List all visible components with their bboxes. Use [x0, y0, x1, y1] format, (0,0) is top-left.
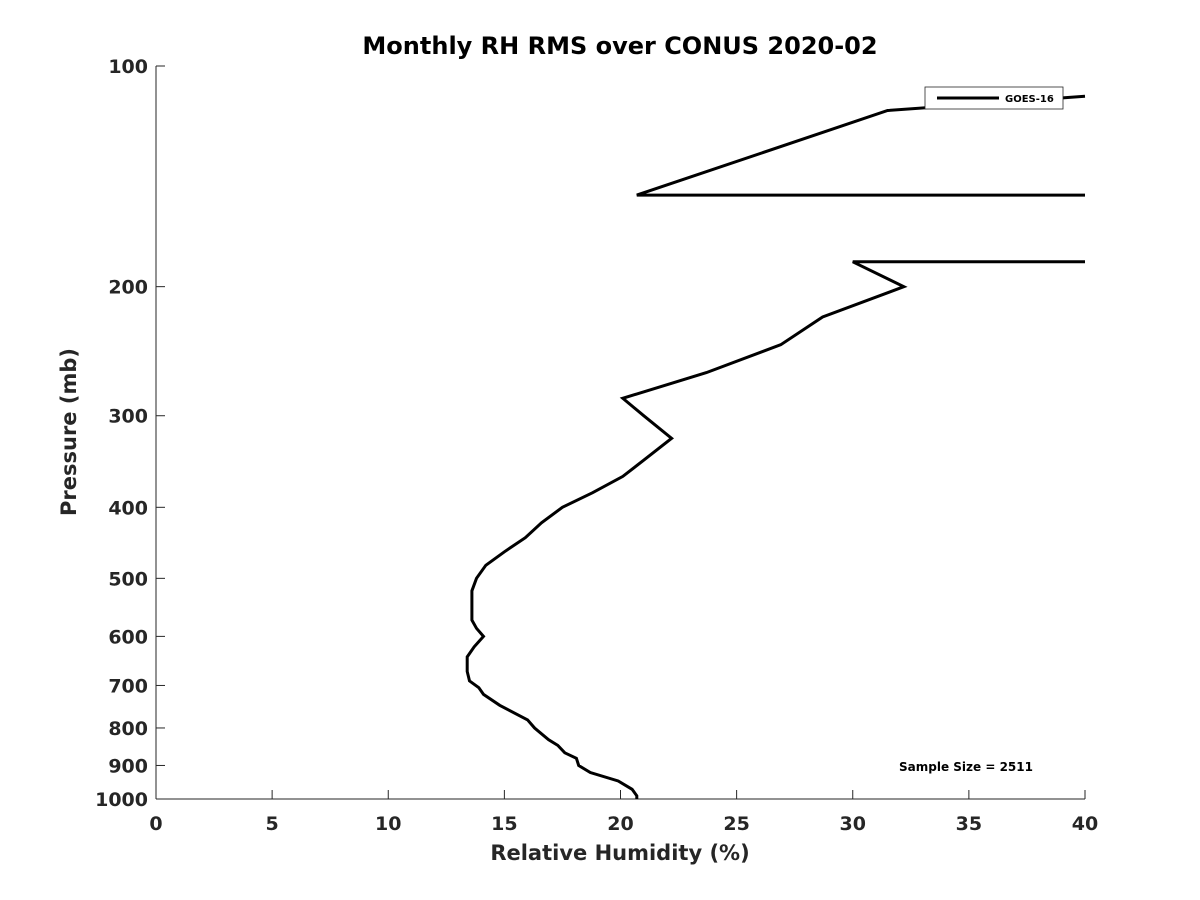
x-axis-label: Relative Humidity (%) [490, 841, 749, 865]
legend: GOES-16 [924, 86, 1064, 110]
y-ticks: 100 200 300 400 500 600 700 800 900 1000 [95, 56, 165, 811]
x-ticks: 0 5 10 15 20 25 30 35 40 [149, 790, 1098, 835]
y-tick-label: 700 [108, 675, 148, 697]
y-tick-label: 500 [108, 568, 148, 590]
x-tick-label: 10 [375, 813, 401, 835]
y-axis-label: Pressure (mb) [57, 348, 81, 516]
x-tick-label: 30 [840, 813, 866, 835]
sample-size-annotation: Sample Size = 2511 [899, 760, 1033, 774]
y-tick-label: 1000 [95, 789, 148, 811]
y-tick-label: 900 [108, 755, 148, 777]
y-tick-label: 100 [108, 56, 148, 78]
y-tick-label: 300 [108, 406, 148, 428]
x-tick-label: 25 [723, 813, 749, 835]
y-tick-label: 800 [108, 718, 148, 740]
x-tick-label: 20 [607, 813, 633, 835]
y-tick-label: 400 [108, 497, 148, 519]
y-tick-label: 600 [108, 626, 148, 648]
x-tick-label: 15 [491, 813, 517, 835]
chart-title: Monthly RH RMS over CONUS 2020-02 [362, 32, 877, 60]
x-tick-label: 0 [149, 813, 162, 835]
x-tick-label: 5 [266, 813, 279, 835]
x-tick-label: 35 [956, 813, 982, 835]
x-tick-label: 40 [1072, 813, 1098, 835]
y-tick-label: 200 [108, 277, 148, 299]
legend-label-goes-16: GOES-16 [1005, 94, 1054, 105]
